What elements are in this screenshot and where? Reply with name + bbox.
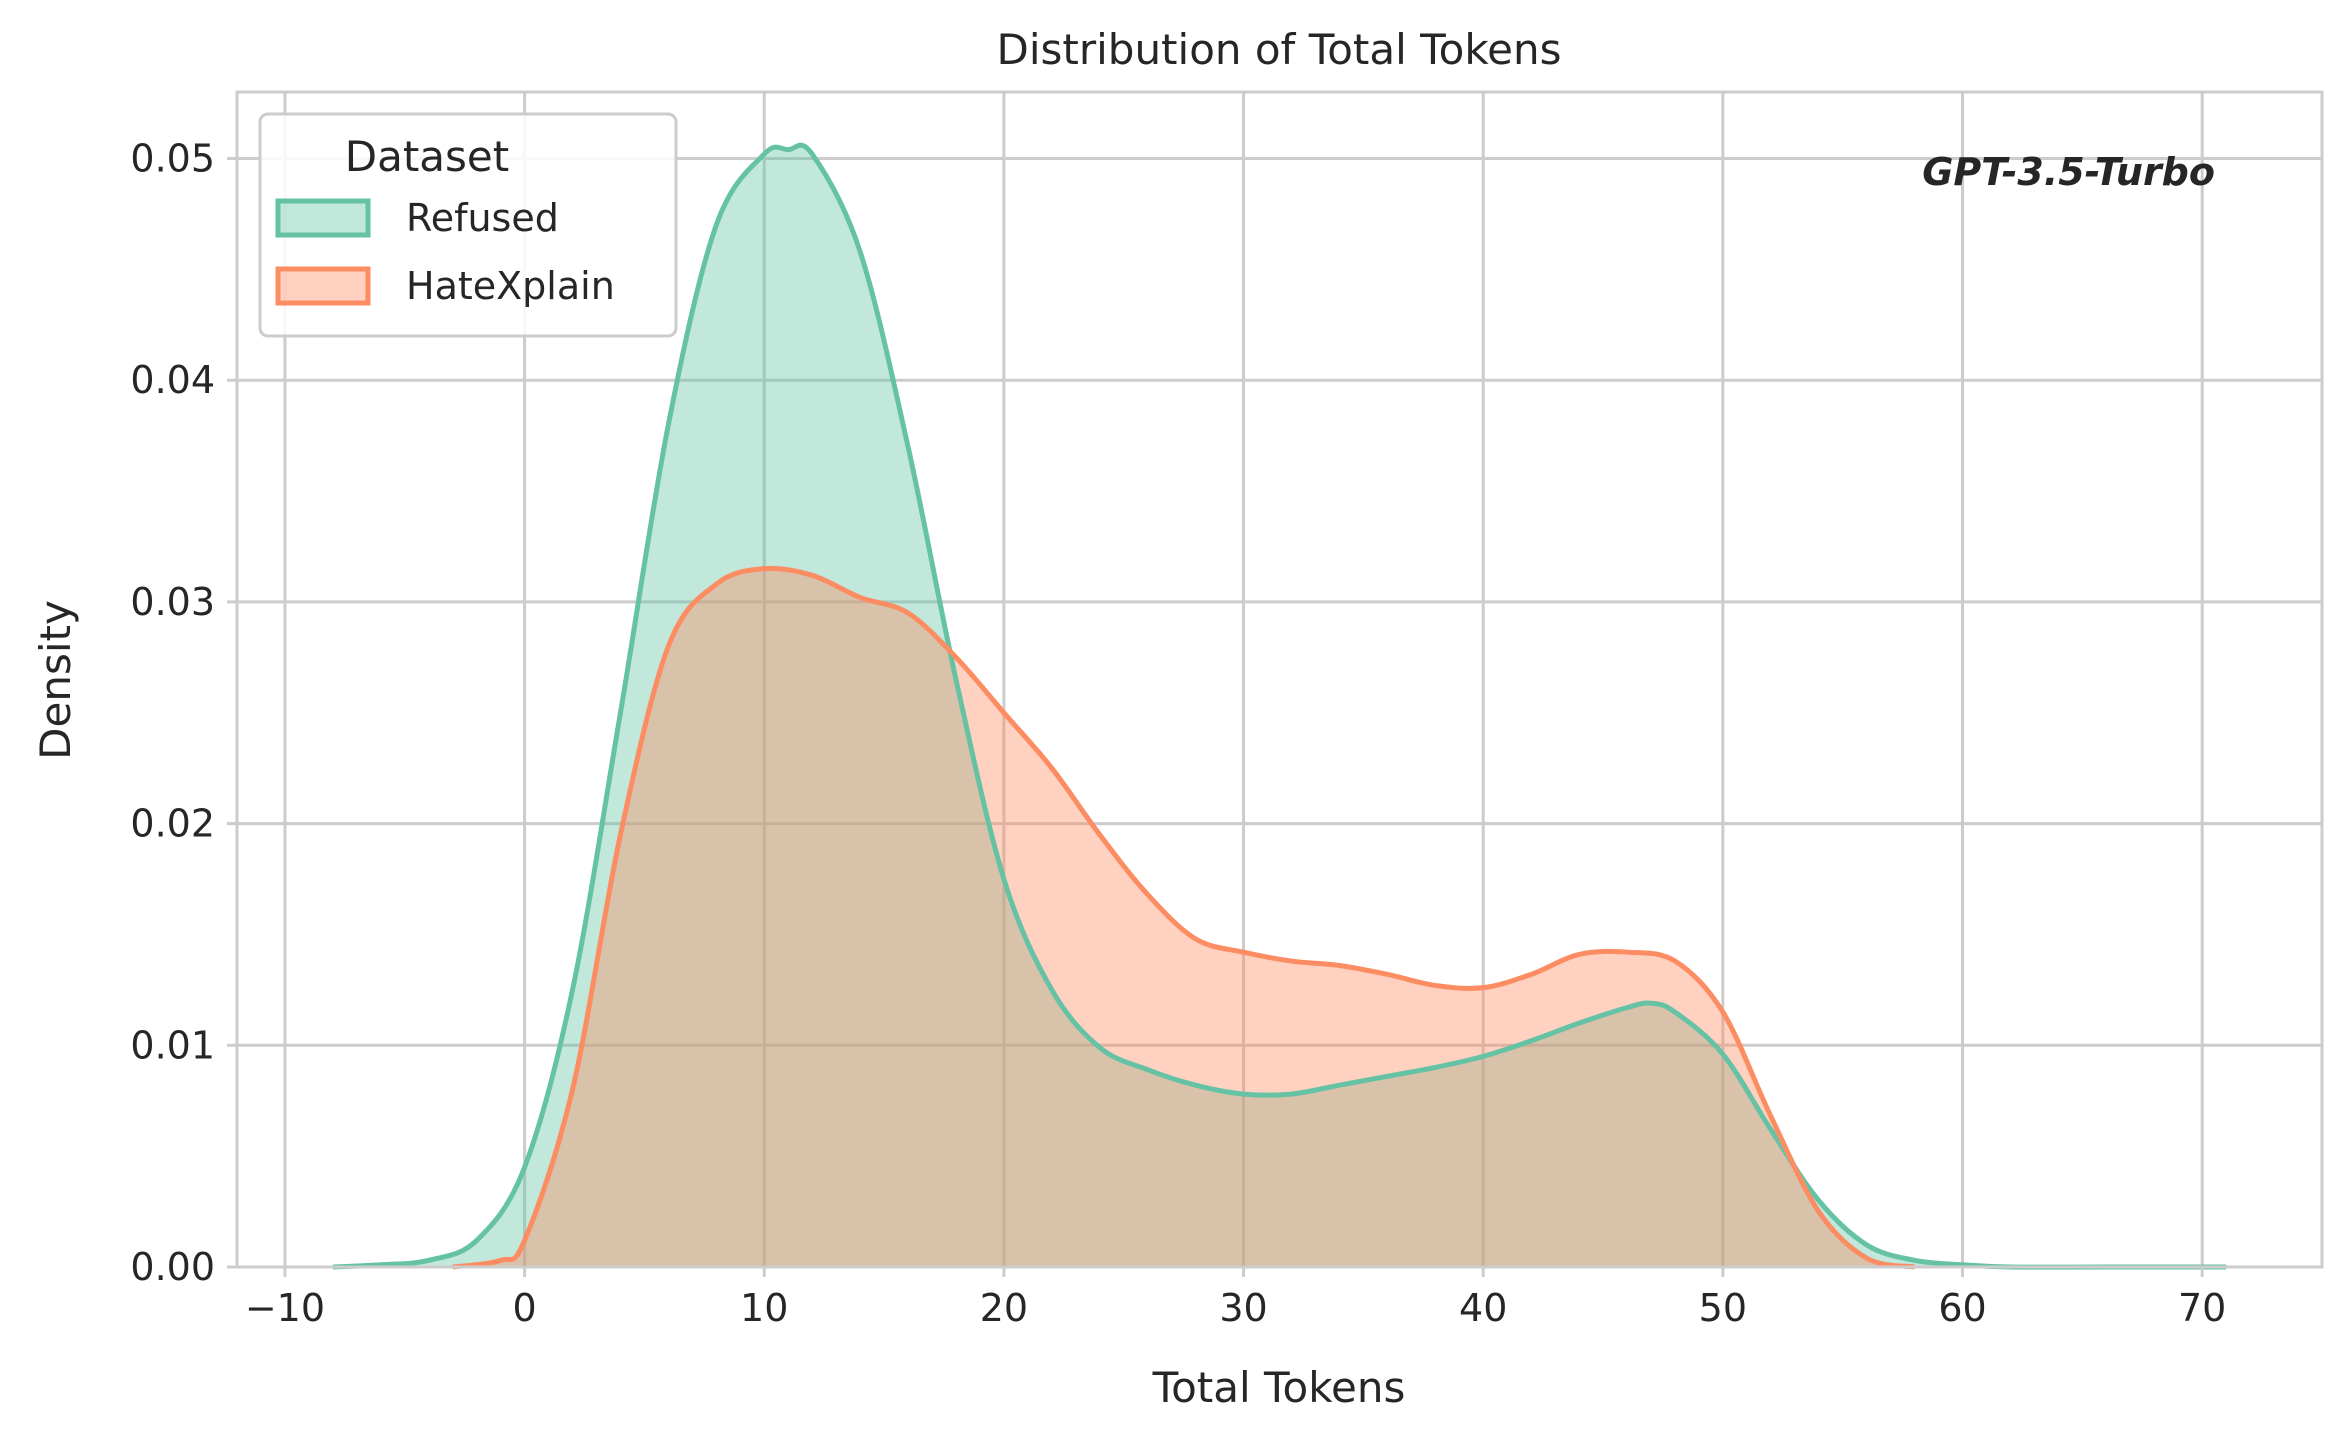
- x-tick-label: 30: [1219, 1286, 1267, 1330]
- legend-title: Dataset: [345, 132, 509, 181]
- y-ticks: 0.00 0.01 0.02 0.03 0.04 0.05: [130, 137, 237, 1289]
- x-tick-label: 40: [1459, 1286, 1507, 1330]
- model-annotation: GPT-3.5-Turbo: [1922, 150, 2215, 194]
- legend-swatch-refused: [275, 198, 371, 238]
- y-tick-label: 0.00: [130, 1245, 215, 1289]
- hatexplain-density-area: [452, 568, 1915, 1267]
- x-tick-label: 60: [1938, 1286, 1986, 1330]
- y-tick-label: 0.01: [130, 1023, 215, 1067]
- refused-density-line: [332, 142, 2227, 1270]
- chart-title: Distribution of Total Tokens: [996, 25, 1561, 74]
- density-areas: [332, 142, 2227, 1270]
- hatexplain-density-line: [452, 565, 1916, 1270]
- legend: Dataset Refused HateXplain: [258, 112, 678, 338]
- legend-label-hatexplain: HateXplain: [406, 264, 615, 308]
- y-tick-label: 0.04: [130, 358, 215, 402]
- legend-label-refused: Refused: [406, 196, 559, 240]
- y-tick-label: 0.05: [130, 137, 215, 181]
- y-tick-label: 0.03: [130, 580, 215, 624]
- legend-swatch-hatexplain: [275, 266, 371, 306]
- x-ticks: −10 0 10 20 30 40 50 60 70: [245, 1267, 2226, 1330]
- plot-frame: [235, 90, 2324, 1269]
- x-tick-label: 0: [512, 1286, 536, 1330]
- x-tick-label: −10: [245, 1286, 325, 1330]
- legend-items: Refused HateXplain: [275, 196, 615, 308]
- x-tick-label: 50: [1699, 1286, 1747, 1330]
- y-tick-label: 0.02: [130, 802, 215, 846]
- x-axis-label: Total Tokens: [1152, 1363, 1406, 1412]
- y-axis-label: Density: [31, 600, 80, 760]
- legend-box: [258, 112, 678, 338]
- x-tick-label: 70: [2178, 1286, 2226, 1330]
- x-tick-label: 10: [740, 1286, 788, 1330]
- refused-density-area: [332, 145, 2227, 1268]
- x-tick-label: 20: [980, 1286, 1028, 1330]
